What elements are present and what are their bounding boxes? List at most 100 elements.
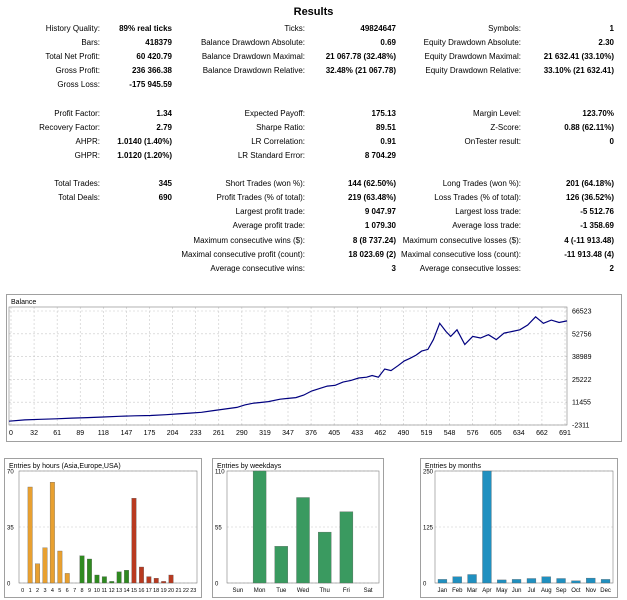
- x-tick-label: Mon: [254, 588, 266, 594]
- x-tick-label: 10: [94, 588, 100, 594]
- stat-label: Maximum consecutive losses ($):: [402, 235, 521, 245]
- x-tick-label: 6: [66, 588, 69, 594]
- x-tick-label: Nov: [585, 588, 596, 594]
- x-tick-label: 61: [53, 430, 61, 437]
- x-tick-label: 634: [513, 430, 525, 437]
- stat-value: -11 913.48 (4): [564, 249, 614, 259]
- stat-label: LR Standard Error:: [237, 150, 305, 160]
- x-tick-label: 22: [183, 588, 189, 594]
- stat-value: -5 512.76: [580, 207, 614, 217]
- x-tick-label: 21: [175, 588, 181, 594]
- stat-value: -1 358.69: [580, 221, 614, 231]
- y-tick-label: 125: [423, 526, 434, 532]
- balance-chart: Balance 66523 52756 38989 25222 11455 -2311 0 32…: [8, 299, 592, 437]
- x-tick-label: 89: [76, 430, 84, 437]
- stat-value: 1.0140 (1.40%): [117, 136, 172, 146]
- stat-value: -175 945.59: [129, 80, 172, 90]
- stat-label: Largest loss trade:: [455, 207, 521, 217]
- stat-value: 89.51: [375, 122, 396, 132]
- y-tick-label: 110: [215, 470, 225, 476]
- stat-value: 33.10% (21 632.41): [543, 66, 614, 76]
- bar: [153, 578, 159, 584]
- y-tick-label: 35: [7, 526, 14, 532]
- bar: [109, 581, 115, 584]
- x-tick-label: Jan: [438, 588, 448, 594]
- x-tick-label: 17: [146, 588, 152, 594]
- stat-label: GHPR:: [74, 150, 100, 160]
- x-tick-label: 0: [21, 588, 24, 594]
- x-tick-label: Thu: [320, 588, 330, 594]
- stat-label: OnTester result:: [464, 136, 521, 146]
- x-tick-label: 576: [467, 430, 479, 437]
- x-tick-label: Fri: [343, 588, 350, 594]
- stat-label: Balance Drawdown Relative:: [202, 66, 305, 76]
- stat-label: Loss Trades (% of total):: [434, 193, 521, 203]
- x-tick-label: 233: [190, 430, 202, 437]
- stat-value: 345: [158, 179, 172, 189]
- bar: [168, 574, 174, 584]
- stat-value: 21 632.41 (33.10%): [543, 52, 614, 62]
- y-tick-label: -2311: [572, 423, 589, 430]
- bar: [146, 576, 152, 584]
- y-tick-label: 0: [7, 582, 11, 588]
- stat-label: Gross Loss:: [57, 80, 100, 90]
- bar: [296, 497, 310, 584]
- stat-label: Equity Drawdown Maximal:: [424, 52, 521, 62]
- x-tick-label: 23: [190, 588, 196, 594]
- x-tick-label: 11: [101, 588, 107, 594]
- stat-label: Maximal consecutive loss (count):: [400, 249, 521, 259]
- bar: [79, 555, 85, 584]
- stat-value: 9 047.97: [364, 207, 396, 217]
- bar: [511, 579, 522, 584]
- stat-value: 126 (36.52%): [565, 193, 614, 203]
- y-tick-label: 250: [423, 470, 434, 476]
- bar: [556, 578, 566, 584]
- bar: [571, 580, 581, 584]
- chart-title: Entries by months: [425, 463, 482, 470]
- stat-label: Balance Drawdown Absolute:: [200, 38, 305, 48]
- bar: [541, 576, 551, 584]
- x-tick-label: 605: [490, 430, 502, 437]
- stat-label: Gross Profit:: [55, 66, 100, 76]
- y-tick-label: 25222: [572, 377, 592, 384]
- chart-title: Entries by weekdays: [217, 463, 282, 470]
- stat-value: 18 023.69 (2): [348, 249, 396, 259]
- stat-value: 0.69: [380, 38, 396, 48]
- x-tick-label: Tue: [276, 588, 287, 594]
- stat-value: 2.79: [156, 122, 172, 132]
- stat-value: 418379: [145, 38, 172, 48]
- bar: [101, 576, 107, 584]
- x-tick-label: 15: [131, 588, 137, 594]
- x-tick-label: 9: [88, 588, 91, 594]
- x-tick-label: 290: [236, 430, 248, 437]
- x-tick-label: 490: [398, 430, 410, 437]
- stat-value: 1 079.30: [364, 221, 396, 231]
- x-tick-label: Wed: [297, 588, 309, 594]
- stat-value: 2: [609, 263, 614, 273]
- stat-label: Z-Score:: [490, 122, 521, 132]
- bar: [27, 486, 33, 584]
- y-tick-label: 66523: [572, 309, 592, 316]
- x-tick-label: 433: [351, 430, 363, 437]
- stat-value: 89% real ticks: [119, 24, 172, 33]
- stat-value: 32.48% (21 067.78): [325, 66, 396, 76]
- stat-label: Sharpe Ratio:: [256, 122, 305, 132]
- bar: [87, 558, 92, 584]
- weekdays-chart-panel: Entries by weekdays 110 55 0 Sun Mon Tue Wed Thu…: [212, 458, 384, 598]
- hours-chart: Entries by hours (Asia,Europe,USA)703500…: [7, 463, 198, 594]
- stat-label: Balance Drawdown Maximal:: [201, 52, 305, 62]
- x-tick-label: May: [496, 588, 507, 594]
- y-tick-label: 38989: [572, 354, 592, 361]
- bar: [49, 482, 55, 584]
- x-tick-label: Sun: [233, 588, 244, 594]
- stat-label: Recovery Factor:: [39, 122, 100, 132]
- bar: [161, 581, 167, 584]
- x-tick-label: 548: [444, 430, 456, 437]
- stat-label: Total Trades:: [54, 179, 100, 189]
- chart-title: Entries by hours (Asia,Europe,USA): [9, 463, 121, 470]
- bar: [64, 573, 70, 584]
- bar: [497, 579, 507, 584]
- stat-value: 60 420.79: [136, 52, 172, 62]
